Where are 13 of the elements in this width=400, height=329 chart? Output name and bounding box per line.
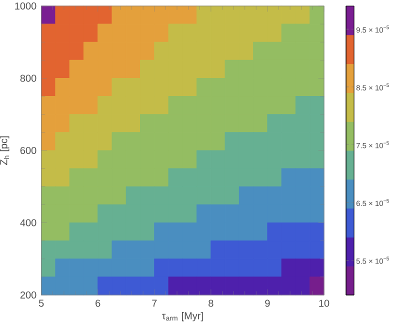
x-tick-label: 7 [152,300,157,307]
x-tick-label: 6 [96,300,100,307]
y-tick-label: 600 [20,146,36,154]
y-tick-label: 1000 [15,2,36,10]
y-tick-label: 800 [20,74,36,82]
x-tick-label: 8 [208,300,214,307]
y-tick-label: 200 [20,291,36,299]
y-tick-label: 400 [20,219,36,226]
y-axis-title: Z$_{h}$ [pc] [0,136,10,165]
x-tick-label: 9 [265,300,270,307]
x-tick-label: 5 [38,300,44,307]
x-axis-title: τ$_{arm}$ [Myr] [162,312,203,322]
x-tick-label: 10 [319,300,330,307]
